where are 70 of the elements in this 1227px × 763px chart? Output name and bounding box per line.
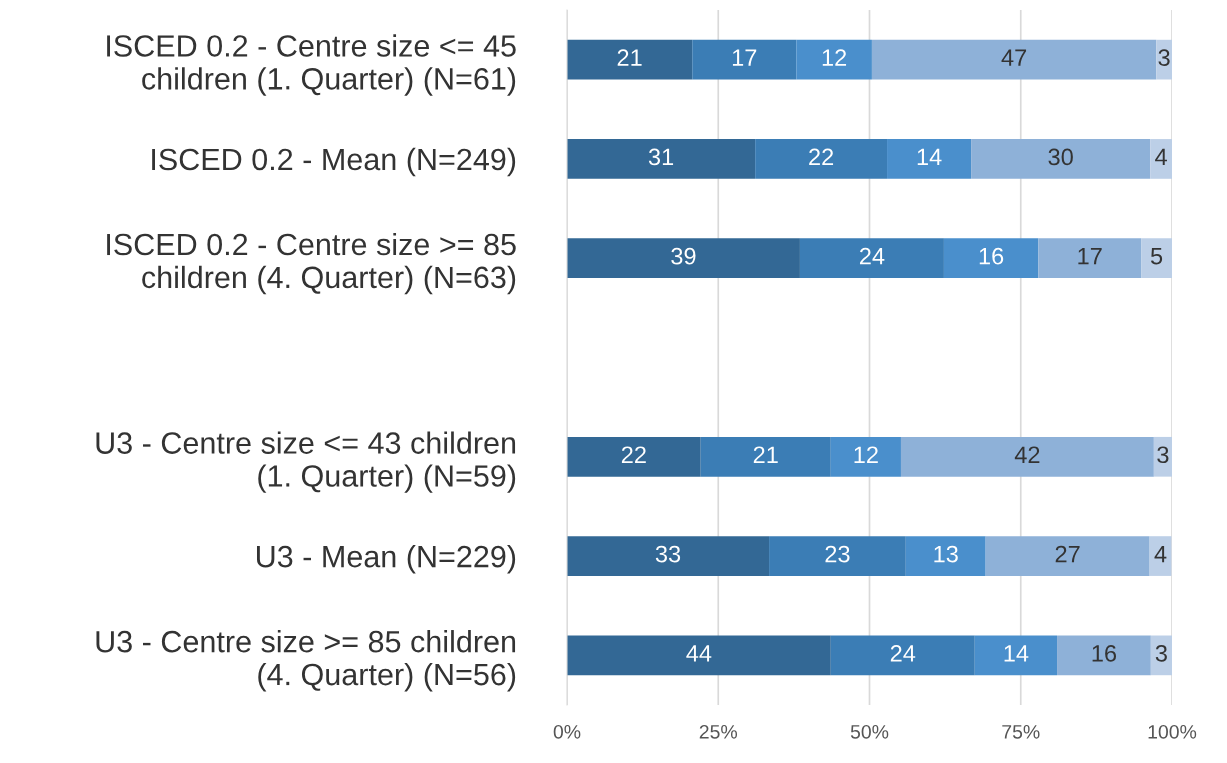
data-label: 21 (617, 49, 642, 66)
x-tick-label: 100% (1148, 724, 1197, 739)
y-tick-label: U3 - Centre size >= 85 children (4. Quarter) (N=56) (96, 630, 516, 692)
bar (1057, 635, 1151, 676)
bar (567, 635, 831, 676)
data-label: 30 (1048, 148, 1073, 166)
bar (567, 39, 693, 80)
data-label: 24 (859, 247, 885, 265)
y-tick-label: ISCED 0.2 - Mean (N=249) (152, 147, 516, 177)
bar (905, 536, 986, 576)
data-label: 33 (655, 545, 681, 563)
bar (887, 139, 972, 179)
data-label: 13 (934, 545, 958, 563)
x-tick-label: 25% (699, 724, 738, 739)
bar (1141, 238, 1172, 279)
data-label: 39 (671, 247, 696, 265)
bar (1150, 139, 1172, 179)
bar (799, 238, 944, 279)
bar (900, 436, 1154, 477)
bar (796, 39, 872, 80)
data-label: 3 (1157, 446, 1169, 464)
bar (943, 238, 1039, 279)
bar (830, 635, 975, 676)
bar (755, 139, 888, 179)
data-label: 16 (1092, 644, 1117, 662)
bar (1153, 436, 1172, 477)
bar (1156, 39, 1172, 80)
data-label: 4 (1155, 148, 1167, 166)
x-tick-label: 50% (850, 724, 889, 739)
bar (971, 139, 1151, 179)
bar (974, 635, 1058, 676)
bar (567, 536, 770, 576)
data-label: 12 (822, 49, 847, 66)
y-tick-label: U3 - Mean (N=229) (257, 545, 516, 574)
data-label: 12 (854, 446, 878, 463)
bar (567, 238, 800, 279)
data-label: 17 (1078, 248, 1102, 265)
x-tick-label: 0% (553, 724, 581, 739)
bar (1038, 238, 1142, 279)
data-label: 47 (1001, 49, 1027, 66)
data-label: 42 (1014, 446, 1040, 463)
x-tick-label: 75% (1002, 725, 1040, 739)
bar (1149, 536, 1172, 576)
y-tick-label: ISCED 0.2 - Centre size >= 85 children (4. Quarter) (N=63) (107, 232, 516, 295)
data-label: 22 (621, 446, 646, 463)
bar (700, 436, 831, 477)
data-label: 27 (1055, 545, 1080, 563)
data-label: 5 (1150, 248, 1163, 265)
bar (871, 39, 1157, 80)
data-label: 31 (648, 148, 674, 166)
data-label: 23 (825, 545, 850, 563)
data-label: 14 (1004, 645, 1029, 662)
data-label: 14 (917, 148, 942, 166)
data-label: 44 (686, 645, 712, 662)
y-tick-label: U3 - Centre size <= 43 children (1. Quarter) (N=59) (96, 431, 516, 493)
data-label: 21 (753, 446, 778, 463)
data-label: 3 (1158, 49, 1170, 66)
bar (769, 536, 906, 576)
data-label: 3 (1155, 644, 1167, 662)
bar (692, 39, 797, 80)
bar (830, 436, 901, 477)
data-label: 16 (979, 247, 1004, 265)
data-label: 4 (1154, 545, 1167, 563)
y-tick-label: ISCED 0.2 - Centre size <= 45 children (1. Quarter) (N=61) (107, 34, 516, 96)
data-label: 24 (890, 644, 916, 662)
data-label: 17 (732, 49, 757, 66)
bar (567, 436, 701, 477)
bar (985, 536, 1150, 576)
bar (567, 139, 756, 179)
data-label: 22 (809, 148, 834, 166)
